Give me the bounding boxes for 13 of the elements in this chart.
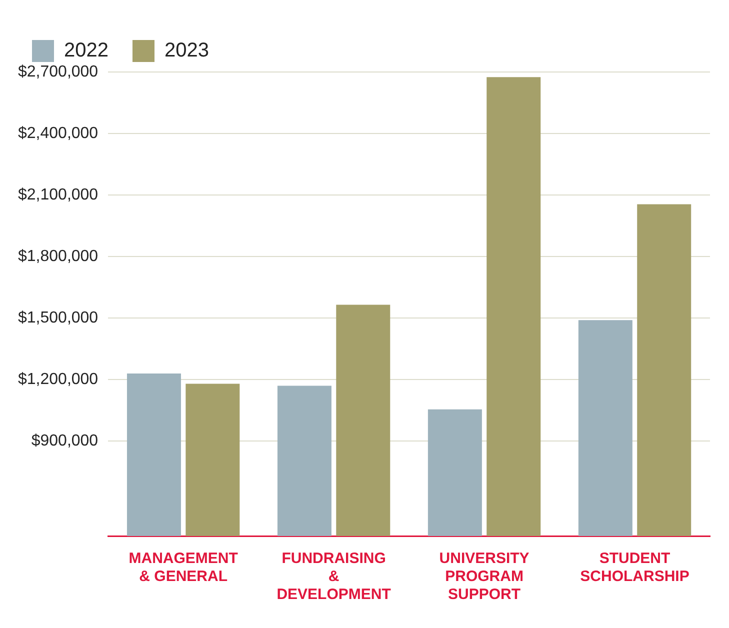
y-tick-label: $1,200,000 <box>18 371 98 388</box>
legend-label: 2022 <box>64 40 108 62</box>
x-tick-label: FUNDRAISING & DEVELOPMENT <box>276 550 391 604</box>
y-tick-label: $1,500,000 <box>18 310 98 327</box>
x-tick-label: UNIVERSITY PROGRAM SUPPORT <box>439 550 530 604</box>
legend-label: 2023 <box>164 40 209 62</box>
x-tick-label: MANAGEMENT & GENERAL <box>128 550 238 586</box>
y-tick-label: $2,400,000 <box>18 124 98 142</box>
y-tick-label: $1,800,000 <box>18 248 98 265</box>
y-tick-label: $900,000 <box>31 432 98 450</box>
y-tick-label: $2,700,000 <box>18 63 98 80</box>
x-tick-label: STUDENT SCHOLARSHIP <box>580 550 690 586</box>
y-tick-label: $2,100,000 <box>18 186 98 204</box>
